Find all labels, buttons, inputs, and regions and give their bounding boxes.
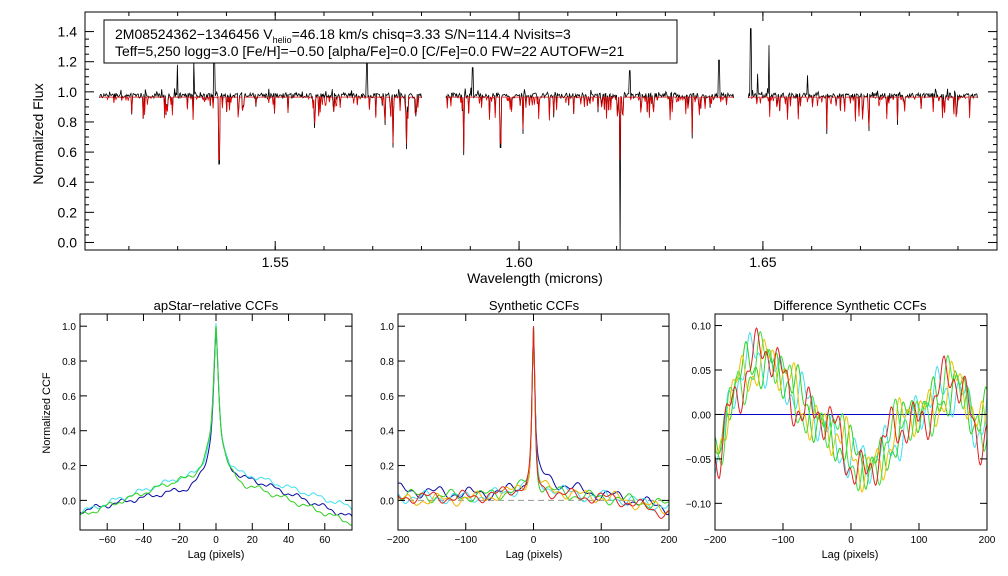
difference-ytick-label: 0.10 xyxy=(692,322,712,333)
spectrum-ytick-label: 1.2 xyxy=(58,54,78,70)
difference-title: Difference Synthetic CCFs xyxy=(774,298,927,313)
apstar-ccf-series-cyan xyxy=(80,323,352,516)
spectrum-observed-chip-2 xyxy=(445,59,734,251)
difference-ytick-label: 0.00 xyxy=(692,410,712,421)
spectrum-ytick-label: 0.6 xyxy=(58,144,78,160)
synthetic-ytick-label: 0.0 xyxy=(380,496,394,507)
apstar-ytick-label: 0.8 xyxy=(62,357,76,368)
spectrum-ytick-label: 0.4 xyxy=(58,174,78,190)
spectrum-model-chip-1 xyxy=(99,95,422,160)
apstar-ytick-label: 0.4 xyxy=(62,427,76,438)
spectrum-xtick-label: 1.65 xyxy=(749,254,776,270)
apstar-xtick-label: 20 xyxy=(247,535,259,546)
synthetic-ccf-series-cyan xyxy=(398,326,669,511)
difference-ccf-series-green xyxy=(715,341,987,490)
spectrum-ytick-label: 0.8 xyxy=(58,114,78,130)
difference-frame xyxy=(714,313,988,531)
difference-xtick-label: 0 xyxy=(848,535,854,546)
synthetic-xtick-label: 100 xyxy=(593,535,610,546)
apstar-xtick-label: 60 xyxy=(319,535,331,546)
legend-subscript: helio xyxy=(273,35,292,45)
spectrum-xlabel: Wavelength (microns) xyxy=(467,270,603,286)
apstar-ylabel: Normalized CCF xyxy=(41,372,53,454)
apstar-xtick-label: −20 xyxy=(171,535,188,546)
synthetic-ytick-label: 0.2 xyxy=(380,462,394,473)
spectrum-xtick-label: 1.55 xyxy=(262,254,289,270)
spectrum-ytick-label: 0.2 xyxy=(58,204,78,220)
difference-xtick-label: 100 xyxy=(911,535,928,546)
synthetic-xtick-label: 0 xyxy=(531,535,537,546)
synthetic-ccf-panel: 0.0 0.2 0.4 0.6 0.8 1.0 −200 −100 0 100 200 xyxy=(380,313,678,546)
difference-xtick-label: −100 xyxy=(772,535,795,546)
apstar-xtick-label: −40 xyxy=(135,535,152,546)
legend-line-1: 2M08524362−1346456 Vhelio=46.18 km/s chi… xyxy=(115,26,571,45)
legend-box: 2M08524362−1346456 Vhelio=46.18 km/s chi… xyxy=(103,19,678,64)
apstar-ytick-label: 0.6 xyxy=(62,392,76,403)
apstar-xtick-label: −60 xyxy=(99,535,116,546)
apstar-ytick-label: 1.0 xyxy=(62,322,76,333)
difference-ccf-series-lime xyxy=(715,331,987,492)
synthetic-ccf-series-navy xyxy=(398,326,669,516)
difference-xtick-label: −200 xyxy=(704,535,727,546)
synthetic-ytick-label: 0.6 xyxy=(380,392,394,403)
spectrum-model-chip-2 xyxy=(445,96,734,160)
spectrum-xtick-label: 1.60 xyxy=(505,254,532,270)
apstar-title: apStar−relative CCFs xyxy=(154,298,279,313)
spectrum-model-chip-3 xyxy=(747,96,978,130)
difference-ccf-series-yellow xyxy=(715,338,987,493)
difference-ytick-label: −0.10 xyxy=(686,499,712,510)
synthetic-xtick-label: −200 xyxy=(387,535,410,546)
difference-xtick-label: 200 xyxy=(979,535,996,546)
difference-xlabel: Lag (pixels) xyxy=(822,549,879,561)
spectrum-ytick-label: 1.0 xyxy=(58,84,78,100)
spectrum-ylabel: Normalized Flux xyxy=(30,83,46,184)
synthetic-title: Synthetic CCFs xyxy=(489,298,580,313)
spectrum-ytick-label: 0.0 xyxy=(58,234,78,250)
synthetic-xtick-label: 200 xyxy=(661,535,678,546)
apstar-ytick-label: 0.2 xyxy=(62,462,76,473)
synthetic-ccf-series-orange xyxy=(398,326,669,515)
spectrum-panel: 0.0 0.2 0.4 0.6 0.8 1.0 1.2 1.4 1.55 1.60 1.65 xyxy=(58,11,998,270)
synthetic-ytick-label: 1.0 xyxy=(380,322,394,333)
apstar-ccf-panel: 0.0 0.2 0.4 0.6 0.8 1.0 −60 −40 −20 0 20 40 60 xyxy=(62,313,353,546)
apstar-xtick-label: 40 xyxy=(283,535,295,546)
synthetic-ccf-series-green xyxy=(398,326,669,509)
difference-ccf-series-red xyxy=(715,327,987,487)
apstar-xtick-label: 0 xyxy=(213,535,219,546)
difference-ccf-panel: 0.10 0.05 0.00 −0.05 −0.10 −200 −100 0 100 200 xyxy=(686,313,996,546)
difference-ytick-label: −0.05 xyxy=(686,455,712,466)
apstar-ytick-label: 0.0 xyxy=(62,496,76,507)
difference-ytick-label: 0.05 xyxy=(692,366,712,377)
spectrum-observed-chip-1 xyxy=(99,49,422,165)
apstar-ccf-series-navy xyxy=(80,326,352,517)
synthetic-ytick-label: 0.4 xyxy=(380,427,394,438)
synthetic-ccf-series-red xyxy=(398,326,669,519)
spectrum-frame xyxy=(84,11,998,251)
synthetic-ytick-label: 0.8 xyxy=(380,357,394,368)
apstar-xlabel: Lag (pixels) xyxy=(188,549,245,561)
difference-ccf-series-cyan xyxy=(715,331,987,485)
synthetic-xtick-label: −100 xyxy=(454,535,477,546)
spectrum-ytick-label: 1.4 xyxy=(58,24,78,40)
synthetic-xlabel: Lag (pixels) xyxy=(506,549,563,561)
apstar-ccf-series-green xyxy=(80,325,352,526)
legend-line-2: Teff=5,250 logg=3.0 [Fe/H]=−0.50 [alpha/… xyxy=(115,43,624,59)
